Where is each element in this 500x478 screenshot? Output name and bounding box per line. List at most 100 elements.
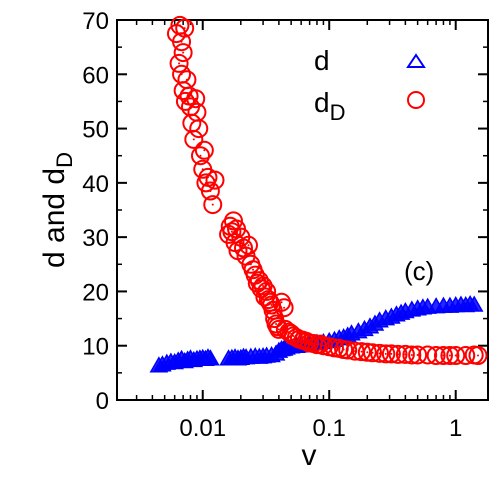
legend-marker-triangle [406, 53, 426, 68]
data-point-d-D-center [239, 236, 242, 239]
data-point-d-D-center [277, 328, 280, 331]
data-point-d-D [203, 195, 223, 215]
data-point-d-D [402, 345, 422, 365]
data-point-d-D-center [476, 354, 479, 357]
data-point-d-D-center [454, 354, 457, 357]
data-point-d-D-center [203, 149, 206, 152]
data-point-d-D [186, 89, 206, 109]
data-point-d-D [338, 340, 358, 360]
data-point-d-D [357, 342, 377, 362]
data-point-d-D [381, 344, 401, 364]
data-point-d-D [200, 181, 220, 201]
data-point-d-D-center [384, 352, 387, 355]
data-point-d-D-center [199, 154, 202, 157]
y-tick-label: 0 [96, 388, 109, 415]
panel-annotation: (c) [404, 256, 434, 286]
data-point-d-D-center [312, 342, 315, 345]
data-point-d-D [238, 235, 258, 255]
data-point-d [201, 349, 220, 366]
data-point-d-D [175, 91, 195, 111]
data-point-d-D-center [360, 350, 363, 353]
data-point-d-D-center [194, 97, 197, 100]
series-d-D [166, 15, 488, 365]
data-point-d-D-center [442, 354, 445, 357]
x-axis-label: v [302, 439, 317, 472]
data-point-d-D-center [230, 230, 233, 233]
data-point-d-D [189, 119, 209, 139]
data-point-d-D [274, 298, 294, 318]
data-point-d-D [440, 345, 460, 365]
data-point-d-D-center [197, 127, 200, 130]
y-tick-label: 20 [82, 279, 109, 306]
series-d [149, 294, 484, 373]
data-point-d-D-center [249, 263, 252, 266]
data-point-d-D [433, 345, 453, 365]
data-point-d-D-center [366, 351, 369, 354]
data-point-d-D-center [209, 190, 212, 192]
data-point-d-D-center [342, 348, 345, 351]
data-point-d-D [194, 140, 214, 160]
data-point-d-D-center [322, 344, 325, 347]
data-point-d-D [363, 343, 383, 363]
data-point-d-D-center [229, 225, 232, 228]
data-point-d-D-center [315, 343, 318, 346]
x-tick-label: 0.1 [313, 415, 346, 442]
data-point-d-D [426, 345, 446, 365]
data-point-d-D-center [416, 353, 419, 356]
data-point-d-D-center [267, 298, 270, 301]
data-point-d-D [253, 276, 273, 296]
data-point-d-D-center [283, 306, 286, 309]
data-point-d-D [223, 211, 243, 231]
data-point-d-D-center [256, 282, 259, 285]
data-point-d-D-center [410, 353, 413, 356]
data-point-d-D [408, 345, 428, 365]
y-axis-label: d and dD [38, 152, 77, 268]
data-point-d-D-center [262, 285, 265, 287]
data-point-d-D [184, 129, 204, 149]
data-point-d-D-center [270, 304, 273, 306]
data-point-d-D [468, 345, 488, 365]
data-point-d-D-center [192, 138, 195, 141]
data-point-d-D-center [252, 268, 255, 271]
data-point-d-D-center [183, 27, 186, 30]
data-point-d-D-center [195, 111, 198, 114]
data-point-d-D [446, 345, 466, 365]
y-tick-label: 30 [82, 225, 109, 252]
legend: d dD [314, 45, 426, 125]
data-point-d-D [190, 146, 210, 166]
data-point-d-D [172, 32, 192, 52]
data-point-d-D [169, 53, 189, 73]
data-point-d-D [352, 342, 372, 362]
data-point-d-D [205, 170, 225, 190]
data-point-d-D-center [390, 352, 393, 355]
x-tick-label: 0.01 [179, 415, 226, 442]
axis-ticks: 0 10 20 30 40 50 60 70 0.01 0.1 1 [82, 8, 488, 442]
data-point-d-D [388, 344, 408, 364]
data-point-d-D [257, 281, 277, 301]
legend-label-d-D: dD [314, 87, 345, 125]
data-point-d-D-center [213, 179, 216, 182]
legend-label-d-D-main: d [314, 87, 330, 118]
data-point-d-D-center [448, 354, 451, 357]
data-point-d-D-center [473, 353, 476, 356]
y-axis-label-sub: D [52, 152, 77, 168]
data-point-d [464, 295, 484, 312]
data-point-d-D [175, 18, 195, 38]
data-point-d-D-center [328, 345, 331, 348]
data-point-d-D-center [178, 62, 181, 65]
data-point-d-D-center [247, 244, 250, 247]
legend-label-d: d [314, 45, 330, 76]
data-point-d-D-center [182, 51, 185, 54]
data-point-d-D [173, 43, 193, 63]
data-point-d-D-center [280, 301, 283, 304]
y-tick-label: 60 [82, 62, 109, 89]
data-point-d-D-center [378, 352, 381, 355]
data-point-d-D-center [404, 353, 407, 356]
legend-label-d-D-sub: D [330, 100, 346, 125]
y-axis-label-main: d and d [38, 168, 71, 268]
data-point-d-D-center [180, 40, 183, 43]
data-point-d-D-center [185, 78, 188, 81]
data-point-d-D [376, 344, 396, 364]
